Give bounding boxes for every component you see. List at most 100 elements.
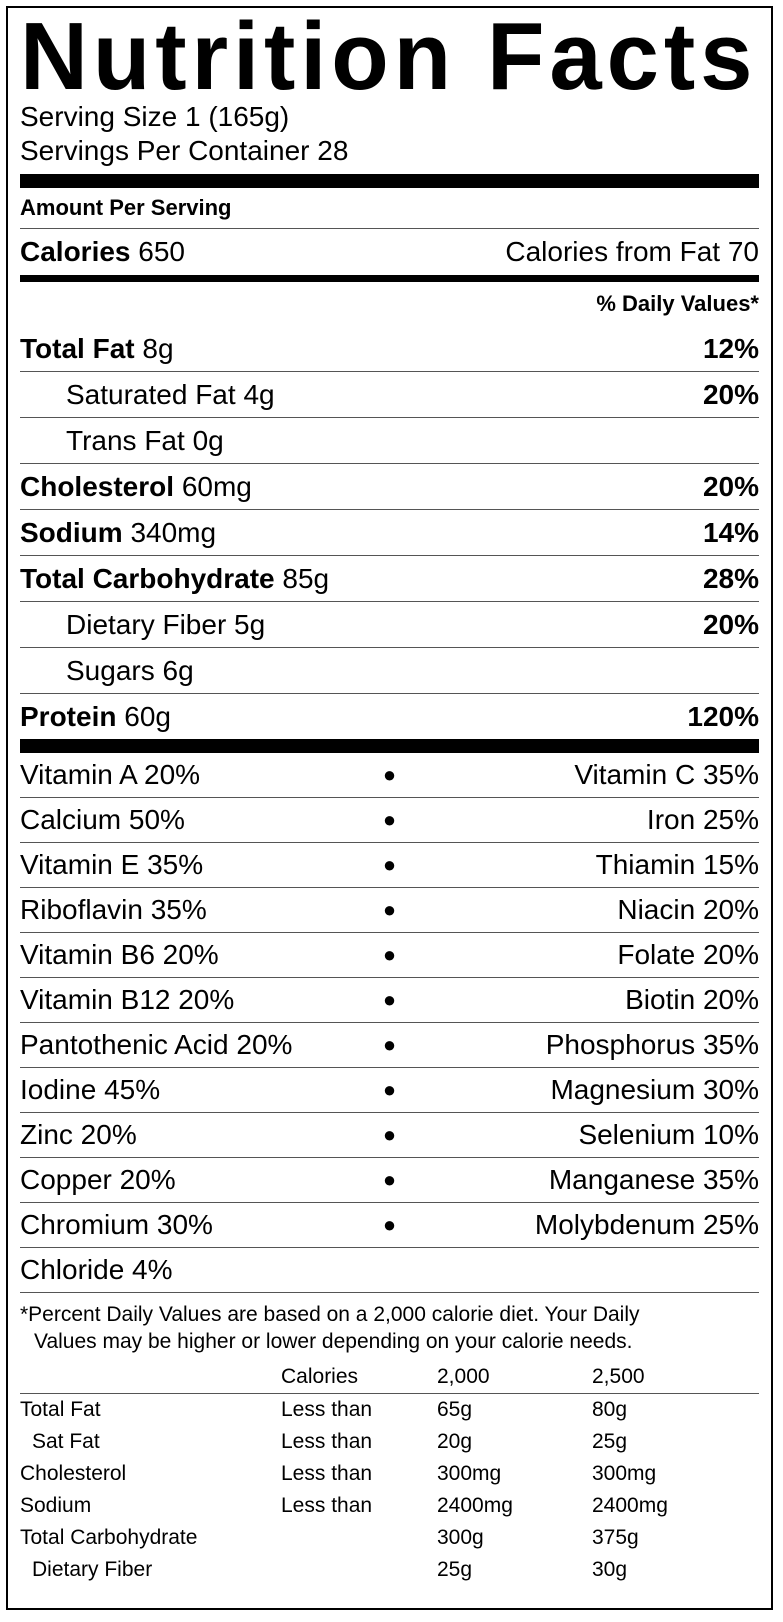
vitamin-right: Manganese 35%: [548, 1164, 759, 1195]
table-cell-2500: 300mg: [592, 1462, 657, 1485]
calories-from-fat: Calories from Fat 70: [505, 236, 759, 267]
nutrient-row-sodium: Sodium 340mg 14%: [20, 509, 759, 555]
vitamin-left: Pantothenic Acid 20%: [20, 1029, 293, 1060]
label-title: Nutrition Facts: [20, 3, 758, 110]
nutrient-name: Trans Fat: [66, 424, 185, 456]
bullet-icon: ●: [382, 807, 397, 832]
table-cell-2500: 80g: [592, 1398, 628, 1421]
nutrition-facts-label: Nutrition Facts Serving Size 1 (165g) Se…: [6, 6, 773, 1610]
table-cell-name: Dietary Fiber: [32, 1558, 153, 1581]
vitamin-row: Iodine 45% ● Magnesium 30%: [20, 1067, 759, 1112]
nutrient-quantity: 85g: [282, 562, 330, 594]
nutrient-row-cholesterol: Cholesterol 60mg 20%: [20, 463, 759, 509]
table-cell-name: Sat Fat: [32, 1430, 100, 1453]
nutrient-quantity: 6g: [162, 654, 194, 686]
vitamin-left: Vitamin B12 20%: [20, 984, 235, 1015]
nutrient-row-total-fat: Total Fat 8g 12%: [20, 326, 759, 371]
vitamin-left: Copper 20%: [20, 1164, 176, 1195]
table-header-calories: Calories: [281, 1365, 359, 1388]
vitamin-right: Niacin 20%: [617, 894, 759, 925]
bullet-icon: ●: [382, 1077, 397, 1102]
vitamin-right: Folate 20%: [617, 939, 759, 970]
vitamin-row: Vitamin B6 20% ● Folate 20%: [20, 932, 759, 977]
nutrient-name: Protein: [20, 700, 117, 732]
table-cell-2000: 20g: [437, 1430, 473, 1453]
vitamin-left: Chloride 4%: [20, 1254, 173, 1285]
nutrient-amount: Trans Fat 0g: [66, 425, 224, 457]
nutrient-amount: Protein 60g: [20, 701, 171, 733]
amount-per-serving-label: Amount Per Serving: [20, 195, 232, 220]
table-header-2500: 2,500: [592, 1365, 645, 1388]
divider-medium: [20, 275, 759, 282]
vitamin-row: Calcium 50% ● Iron 25%: [20, 797, 759, 842]
nutrient-daily-value: 120%: [687, 700, 759, 732]
nutrient-name: Cholesterol: [20, 470, 175, 502]
bullet-icon: ●: [382, 897, 397, 922]
nutrient-row-sugars: Sugars 6g: [20, 647, 759, 693]
table-row: Total Fat Less than 65g 80g: [20, 1394, 759, 1426]
vitamin-right: Phosphorus 35%: [545, 1029, 759, 1060]
vitamin-row: Vitamin B12 20% ● Biotin 20%: [20, 977, 759, 1022]
vitamin-right: Magnesium 30%: [550, 1074, 759, 1105]
nutrient-quantity: 4g: [243, 378, 275, 410]
nutrient-list: Total Fat 8g 12% Saturated Fat 4g 20% Tr…: [20, 326, 759, 739]
bullet-icon: ●: [382, 1212, 397, 1237]
nutrient-daily-value: 14%: [702, 516, 759, 548]
vitamin-list: Vitamin A 20% ● Vitamin C 35% Calcium 50% ●…: [20, 753, 759, 1292]
divider-thin: [20, 228, 759, 229]
vitamin-left: Vitamin B6 20%: [20, 939, 219, 970]
vitamin-row: Zinc 20% ● Selenium 10%: [20, 1112, 759, 1157]
nutrient-amount: Dietary Fiber 5g: [66, 609, 265, 641]
vitamin-row: Vitamin E 35% ● Thiamin 15%: [20, 842, 759, 887]
vitamin-right: Iron 25%: [646, 804, 759, 835]
table-cell-2000: 300g: [437, 1526, 484, 1549]
vitamin-right: Biotin 20%: [625, 984, 759, 1015]
vitamin-row: Chloride 4%: [20, 1247, 759, 1292]
vitamin-right: Molybdenum 25%: [534, 1209, 759, 1240]
bullet-icon: ●: [382, 762, 397, 787]
table-cell-name: Total Carbohydrate: [20, 1526, 198, 1549]
table-cell-2000: 25g: [437, 1558, 473, 1581]
daily-value-table: Calories 2,000 2,500 Total Fat Less than…: [20, 1361, 759, 1586]
nutrient-daily-value: 28%: [702, 562, 759, 594]
nutrient-amount: Sodium 340mg: [20, 517, 216, 549]
table-cell-2500: 375g: [592, 1526, 639, 1549]
nutrient-name: Saturated Fat: [66, 378, 236, 410]
table-cell-2000: 2400mg: [437, 1494, 513, 1517]
nutrient-name: Sodium: [20, 516, 123, 548]
vitamin-row: Copper 20% ● Manganese 35%: [20, 1157, 759, 1202]
table-cell-2500: 2400mg: [592, 1494, 668, 1517]
serving-size: Serving Size 1 (165g): [20, 101, 290, 132]
table-cell-name: Total Fat: [20, 1398, 101, 1421]
nutrient-name: Dietary Fiber: [66, 608, 227, 640]
bullet-icon: ●: [382, 1032, 397, 1057]
bullet-icon: ●: [382, 1122, 397, 1147]
nutrient-amount: Cholesterol 60mg: [20, 471, 252, 503]
table-header-2000: 2,000: [437, 1365, 490, 1388]
vitamin-row: Pantothenic Acid 20% ● Phosphorus 35%: [20, 1022, 759, 1067]
vitamin-right: Vitamin C 35%: [574, 759, 759, 790]
nutrient-row-protein: Protein 60g 120%: [20, 693, 759, 739]
nutrient-name: Sugars: [66, 654, 155, 686]
footnote-line-1: *Percent Daily Values are based on a 2,0…: [20, 1303, 640, 1326]
calories-row: Calories 650 Calories from Fat 70: [20, 229, 759, 275]
table-cell-limit: Less than: [281, 1398, 373, 1421]
nutrient-row-total-carbohydrate: Total Carbohydrate 85g 28%: [20, 555, 759, 601]
vitamin-left: Calcium 50%: [20, 804, 185, 835]
nutrient-row-trans-fat: Trans Fat 0g: [20, 417, 759, 463]
vitamin-left: Riboflavin 35%: [20, 894, 207, 925]
vitamin-left: Vitamin A 20%: [20, 759, 201, 790]
calories-value: 650: [138, 236, 185, 267]
vitamin-right: Selenium 10%: [578, 1119, 759, 1150]
table-cell-name: Cholesterol: [20, 1462, 127, 1485]
daily-values-header: % Daily Values*: [20, 282, 759, 326]
nutrient-daily-value: 20%: [702, 378, 759, 410]
table-cell-2000: 65g: [437, 1398, 473, 1421]
table-cell-name: Sodium: [20, 1494, 92, 1517]
table-row: Cholesterol Less than 300mg 300mg: [20, 1458, 759, 1490]
vitamin-left: Iodine 45%: [20, 1074, 161, 1105]
footnote-line-2: Values may be higher or lower depending …: [34, 1330, 633, 1353]
table-cell-limit: Less than: [281, 1494, 373, 1517]
table-cell-2000: 300mg: [437, 1462, 502, 1485]
nutrient-amount: Sugars 6g: [66, 655, 194, 687]
